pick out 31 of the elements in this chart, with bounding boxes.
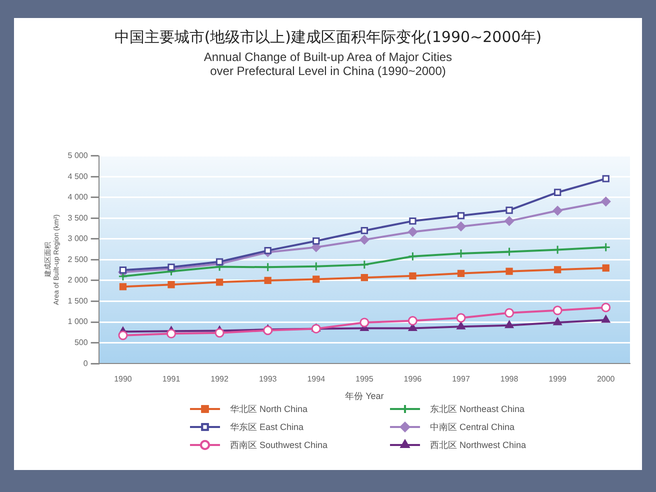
y-tick-label: 1 500 bbox=[68, 296, 88, 306]
x-tick-label: 1992 bbox=[210, 374, 229, 384]
y-tick-label: 4 000 bbox=[68, 192, 88, 202]
chart-subtitle: Annual Change of Built-up Area of Major Cities over Prefectural Level in China (1990~2000) bbox=[202, 50, 454, 78]
y-tick-label: 4 500 bbox=[68, 172, 88, 181]
legend-label: 西北区 Northwest China bbox=[430, 438, 526, 452]
y-tick-label: 500 bbox=[74, 338, 88, 348]
x-tick-label: 1993 bbox=[258, 374, 278, 384]
legend-label: 东北区 Northeast China bbox=[430, 402, 525, 416]
legend-label: 中南区 Central China bbox=[430, 420, 515, 434]
x-tick-label: 1999 bbox=[548, 374, 568, 384]
y-tick-label: 2 000 bbox=[68, 276, 88, 285]
x-tick-label: 1996 bbox=[404, 374, 422, 384]
y-tick-label: 2 500 bbox=[68, 254, 88, 264]
x-tick-label: 2000 bbox=[596, 374, 616, 384]
x-tick-label: 1998 bbox=[500, 374, 519, 384]
x-tick-label: 1995 bbox=[356, 374, 374, 384]
x-tick-label: 1991 bbox=[162, 374, 181, 384]
y-tick-label: 3 500 bbox=[68, 213, 88, 222]
x-tick-label: 1997 bbox=[452, 374, 470, 384]
legend-label: 西南区 Southwest China bbox=[230, 438, 328, 452]
legend-label: 华北区 North China bbox=[230, 402, 308, 416]
y-tick-label: 0 bbox=[83, 358, 88, 368]
y-tick-label: 1 000 bbox=[68, 317, 88, 326]
legend-label: 华东区 East China bbox=[230, 420, 304, 434]
x-axis-title: 年份 Year bbox=[345, 391, 384, 402]
y-tick-label: 3 000 bbox=[68, 234, 88, 244]
x-tick-label: 1990 bbox=[114, 374, 132, 384]
x-tick-label: 1994 bbox=[307, 374, 326, 384]
chart-title: 中国主要城市(地级市以上)建成区面积年际变化(1990~2000年) bbox=[113, 28, 543, 47]
y-tick-label: 5 000 bbox=[68, 151, 88, 160]
